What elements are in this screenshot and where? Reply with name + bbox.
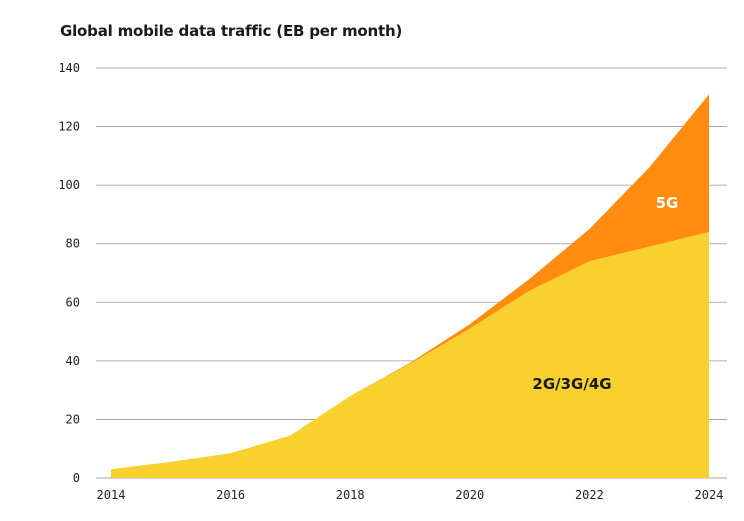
chart-title: Global mobile data traffic (EB per month… [60, 22, 403, 40]
x-tick-label: 2024 [695, 488, 724, 502]
areas [111, 94, 709, 478]
y-axis-ticks: 0 20 40 60 80 100 120 140 [58, 61, 80, 485]
y-tick-label: 40 [66, 354, 80, 368]
y-tick-label: 20 [66, 412, 80, 426]
x-tick-label: 2018 [336, 488, 365, 502]
x-tick-label: 2016 [216, 488, 245, 502]
y-tick-label: 100 [58, 178, 80, 192]
series-labels: 2G/3G/4G 5G [532, 194, 678, 393]
y-tick-label: 120 [58, 120, 80, 134]
y-tick-label: 140 [58, 61, 80, 75]
y-tick-label: 80 [66, 237, 80, 251]
x-axis-ticks: 2014 2016 2018 2020 2022 2024 [97, 488, 724, 502]
series-label-5g: 5G [656, 194, 679, 212]
x-tick-label: 2022 [575, 488, 604, 502]
area-2g-3g-4g [111, 232, 709, 478]
series-label-2g-3g-4g: 2G/3G/4G [532, 375, 611, 393]
x-tick-label: 2020 [455, 488, 484, 502]
x-tick-label: 2014 [97, 488, 126, 502]
y-tick-label: 0 [73, 471, 80, 485]
y-tick-label: 60 [66, 295, 80, 309]
